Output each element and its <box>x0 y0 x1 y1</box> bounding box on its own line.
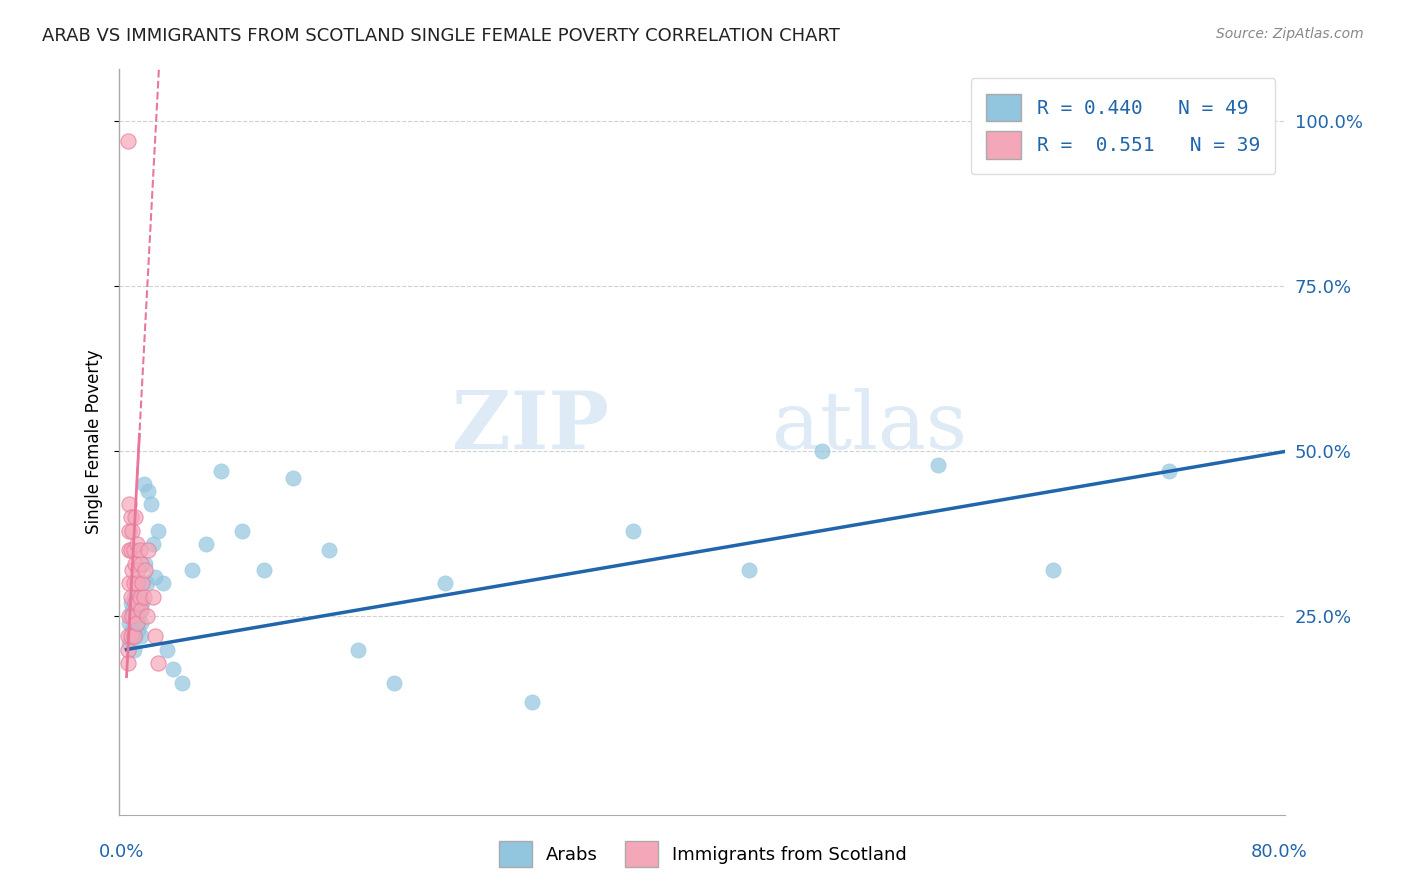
Point <box>125 616 148 631</box>
Point <box>148 656 170 670</box>
Point <box>623 524 645 538</box>
Point <box>134 557 156 571</box>
Point <box>118 543 141 558</box>
Point <box>122 543 145 558</box>
Point <box>927 458 949 472</box>
Point <box>125 616 148 631</box>
Legend: Arabs, Immigrants from Scotland: Arabs, Immigrants from Scotland <box>492 834 914 874</box>
Point <box>142 537 165 551</box>
Point <box>738 563 761 577</box>
Point <box>118 497 141 511</box>
Point <box>120 629 142 643</box>
Point <box>132 590 155 604</box>
Point <box>122 629 145 643</box>
Point <box>125 576 148 591</box>
Point <box>124 596 146 610</box>
Point <box>162 662 184 676</box>
Point <box>118 576 141 591</box>
Point <box>135 609 157 624</box>
Point <box>128 590 150 604</box>
Point <box>121 609 143 624</box>
Point <box>148 524 170 538</box>
Text: 0.0%: 0.0% <box>98 843 143 861</box>
Point <box>117 629 139 643</box>
Point <box>127 623 149 637</box>
Point <box>129 603 152 617</box>
Point <box>121 524 143 538</box>
Point <box>117 656 139 670</box>
Point <box>120 609 142 624</box>
Point <box>231 524 253 538</box>
Point <box>434 576 457 591</box>
Text: 80.0%: 80.0% <box>1251 843 1308 861</box>
Point <box>121 623 143 637</box>
Point <box>118 609 141 624</box>
Point <box>118 524 141 538</box>
Point <box>117 134 139 148</box>
Point <box>384 675 406 690</box>
Point <box>139 497 162 511</box>
Point <box>122 642 145 657</box>
Legend: R = 0.440   N = 49, R =  0.551   N = 39: R = 0.440 N = 49, R = 0.551 N = 39 <box>970 78 1275 174</box>
Point <box>127 563 149 577</box>
Point <box>253 563 276 577</box>
Point <box>142 590 165 604</box>
Point <box>318 543 340 558</box>
Point <box>145 629 167 643</box>
Point <box>136 484 159 499</box>
Point <box>134 563 156 577</box>
Point <box>124 557 146 571</box>
Point <box>128 543 150 558</box>
Point <box>810 444 832 458</box>
Point <box>127 596 149 610</box>
Point <box>118 636 141 650</box>
Point <box>145 570 167 584</box>
Point <box>129 629 152 643</box>
Point <box>209 464 232 478</box>
Point <box>195 537 218 551</box>
Point <box>129 557 152 571</box>
Point <box>347 642 370 657</box>
Point <box>122 590 145 604</box>
Point <box>125 537 148 551</box>
Point <box>131 576 153 591</box>
Point <box>281 471 304 485</box>
Point <box>1042 563 1064 577</box>
Text: atlas: atlas <box>772 388 967 466</box>
Point <box>129 616 152 631</box>
Point <box>120 510 142 524</box>
Point <box>129 576 152 591</box>
Point <box>124 510 146 524</box>
Text: Source: ZipAtlas.com: Source: ZipAtlas.com <box>1216 27 1364 41</box>
Point <box>131 596 153 610</box>
Point <box>128 590 150 604</box>
Point <box>121 563 143 577</box>
Point <box>120 590 142 604</box>
Text: ZIP: ZIP <box>451 388 609 466</box>
Point <box>128 603 150 617</box>
Point <box>170 675 193 690</box>
Point <box>121 603 143 617</box>
Point <box>127 609 149 624</box>
Point <box>120 596 142 610</box>
Point <box>520 695 543 709</box>
Y-axis label: Single Female Poverty: Single Female Poverty <box>86 350 103 533</box>
Point <box>156 642 179 657</box>
Point <box>136 543 159 558</box>
Point <box>135 576 157 591</box>
Point <box>120 543 142 558</box>
Point <box>120 629 142 643</box>
Text: ARAB VS IMMIGRANTS FROM SCOTLAND SINGLE FEMALE POVERTY CORRELATION CHART: ARAB VS IMMIGRANTS FROM SCOTLAND SINGLE … <box>42 27 839 45</box>
Point <box>180 563 202 577</box>
Point <box>152 576 174 591</box>
Point <box>132 477 155 491</box>
Point <box>125 596 148 610</box>
Point <box>1159 464 1181 478</box>
Point <box>117 642 139 657</box>
Point <box>124 629 146 643</box>
Point <box>122 576 145 591</box>
Point <box>118 616 141 631</box>
